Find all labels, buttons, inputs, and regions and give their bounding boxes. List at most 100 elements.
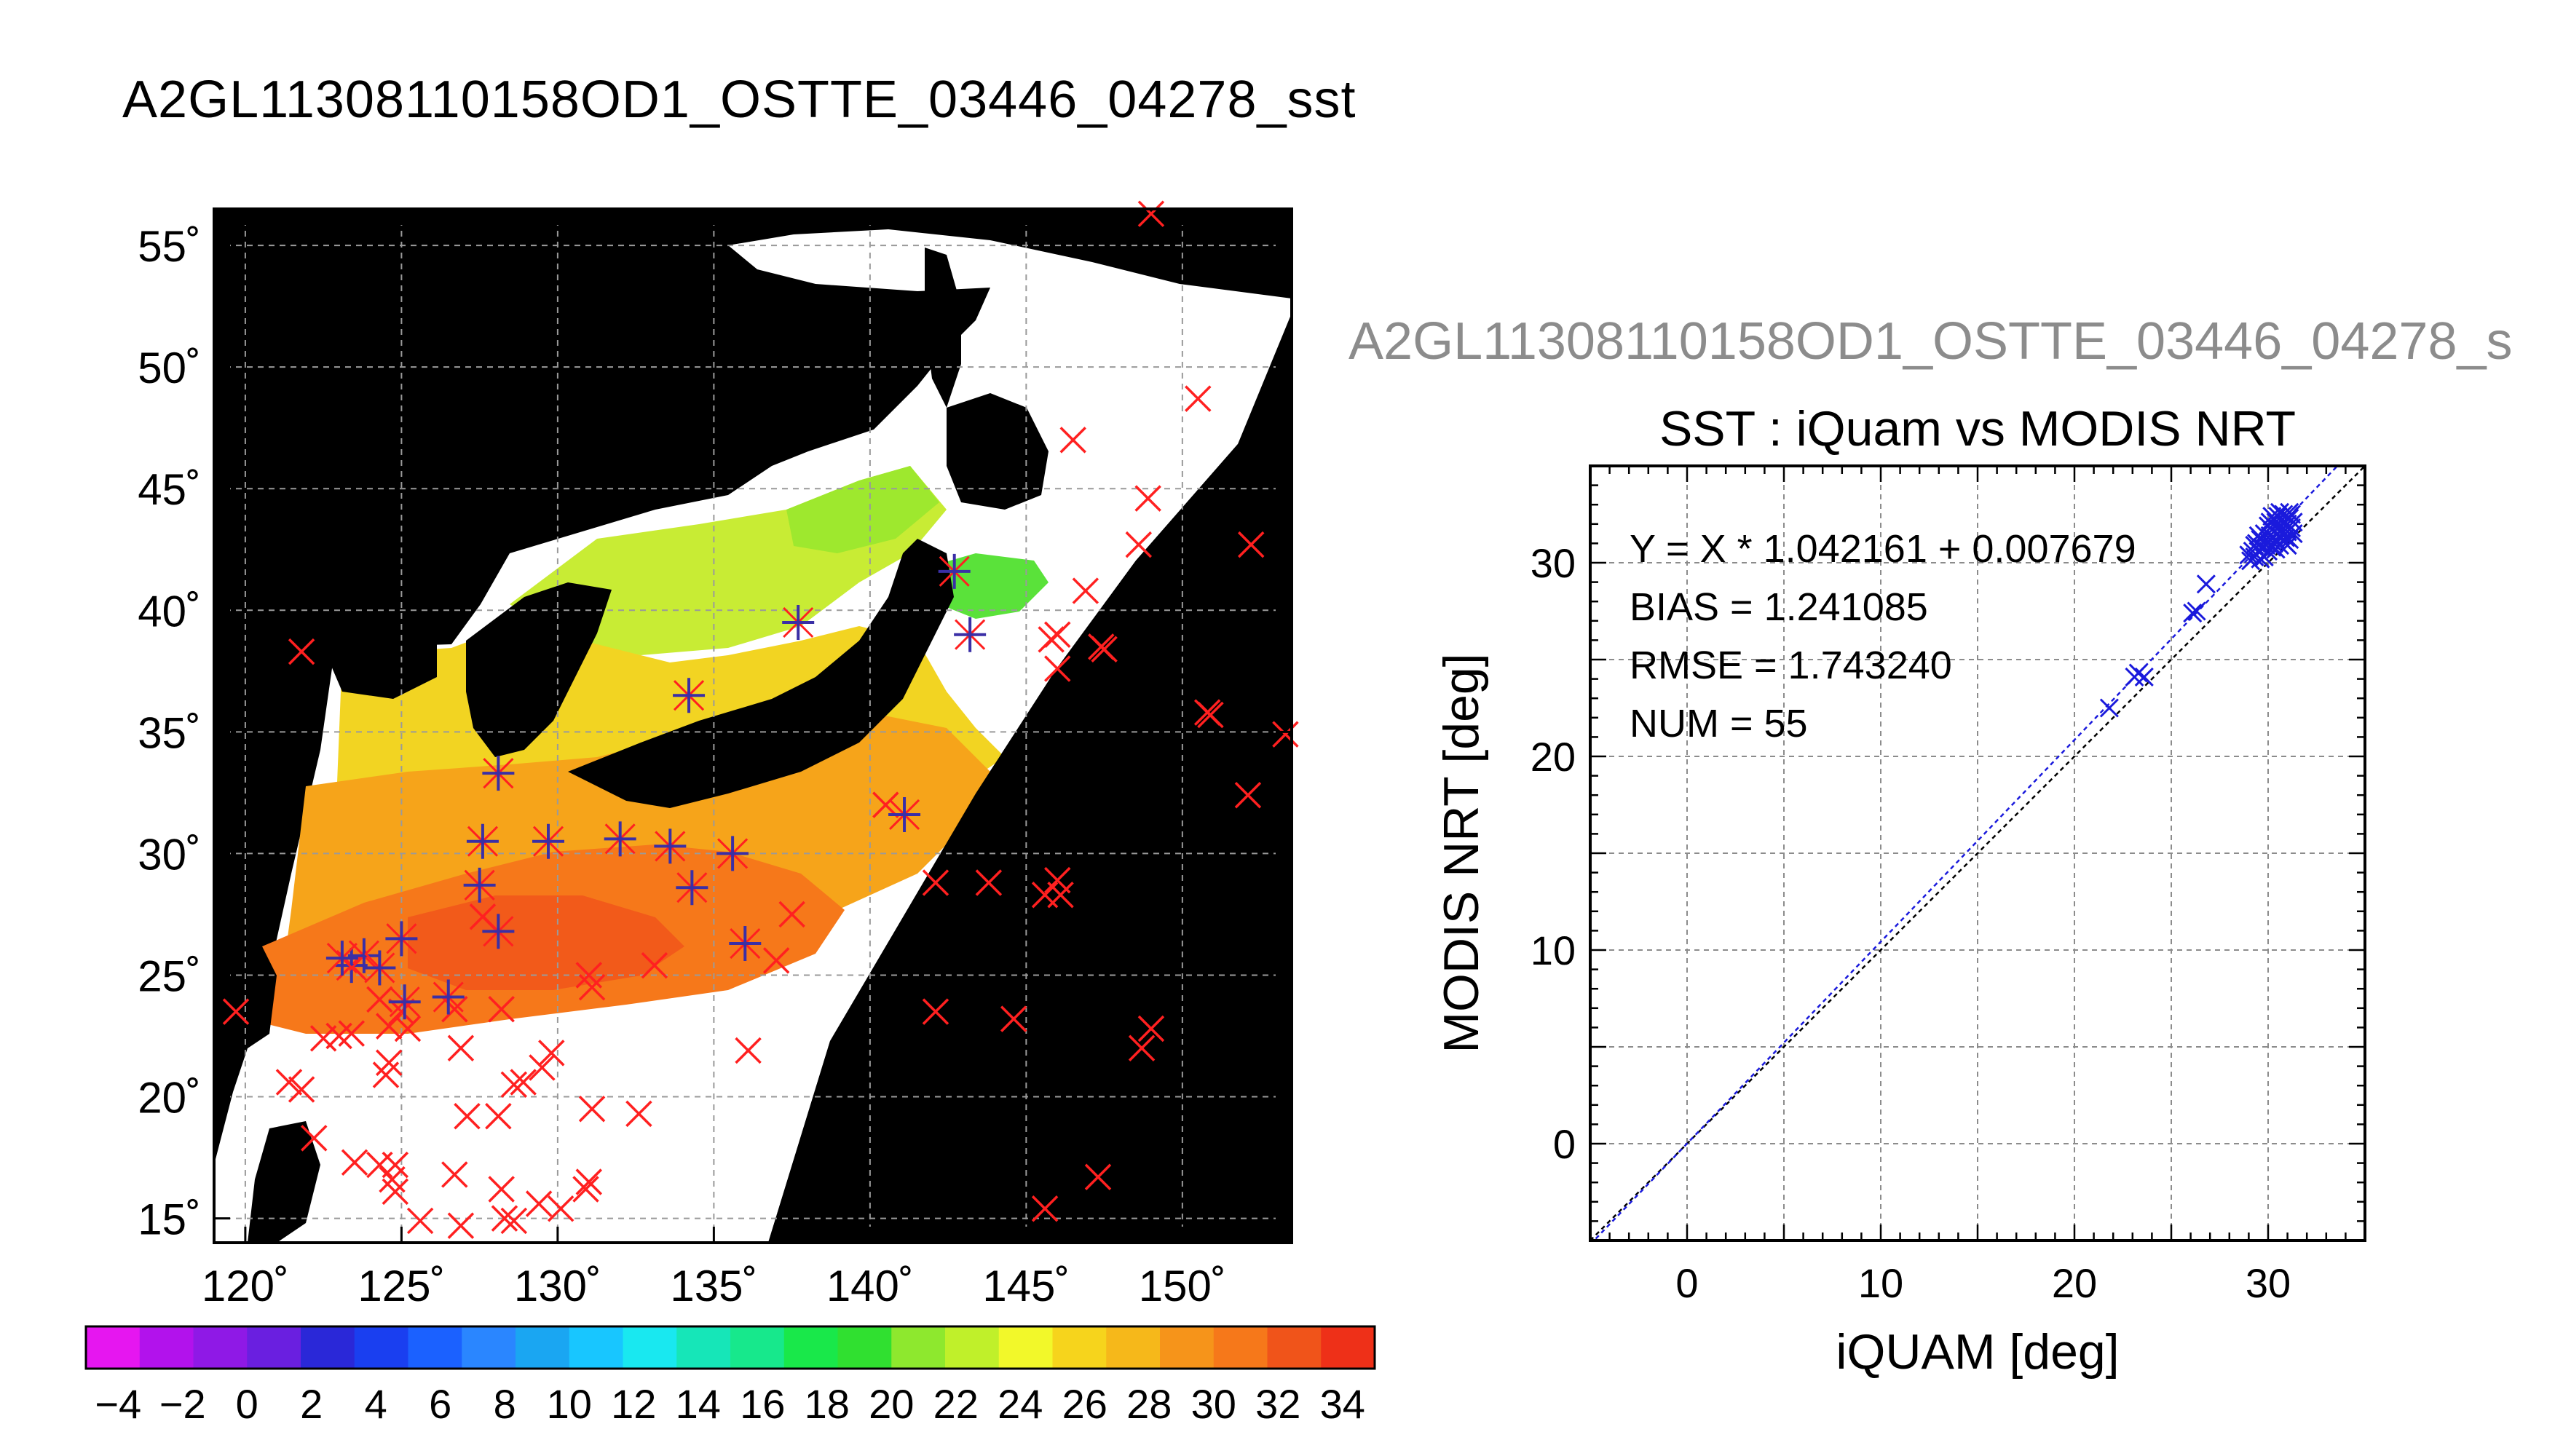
map-x-marker [525,1190,553,1217]
scatter-point [2280,530,2299,550]
map-x-marker [572,1176,599,1203]
scatter-point [2134,667,2154,687]
map-x-marker [454,1103,481,1130]
scatter-panel: SST : iQuam vs MODIS NRT 0 10 20 30 0 10 20 30… [1434,401,2366,1380]
annotation-rmse: RMSE = 1.743240 [1630,644,1952,687]
colorbar-tick-label: 28 [1126,1381,1172,1427]
map-x-marker [500,1207,528,1235]
colorbar-tick-label: 32 [1255,1381,1300,1427]
map-star-marker [676,870,708,906]
colorbar: −4 −2 0 2 4 6 8 10 12 14 16 18 20 22 24 26 28 30 32 34 [84,1325,1376,1427]
colorbar-swatch [891,1326,946,1369]
map-x-marker [762,947,790,974]
map-x-marker [382,1178,409,1206]
colorbar-swatch [139,1326,194,1369]
map-x-marker [1047,881,1074,909]
map-x-marker [388,998,415,1025]
map-x-marker [1137,1015,1165,1042]
colorbar-tick-label: 12 [611,1381,656,1427]
map-ytick-label: 50˚ [138,344,201,392]
outside-swath [768,313,1292,1243]
map-x-marker [500,1071,528,1099]
colorbar-swatch [1213,1326,1268,1369]
colorbar-swatch [86,1326,141,1369]
colorbar-tick-label: −2 [159,1381,206,1427]
map-x-marker [641,951,668,979]
land-sakhalin [925,248,961,408]
map-x-marker [510,1069,537,1096]
scatter-point [2128,663,2148,683]
scatter-point [2278,535,2297,555]
colorbar-tick-label: 30 [1191,1381,1236,1427]
map-star-marker [532,823,565,859]
map-x-marker [341,1149,368,1176]
land-korea [466,582,612,757]
land-taiwan [233,946,277,1048]
annotation-bias: BIAS = 1.241085 [1630,585,1928,629]
map-ytick-label: 20˚ [138,1074,201,1123]
map-ytick-label: 15˚ [138,1195,201,1244]
sst-map-panel: 15˚ 20˚ 25˚ 30˚ 35˚ 40˚ 45˚ 50˚ 55˚ 120˚ 125˚ 130˚… [138,200,1299,1310]
map-x-marker [1234,781,1262,809]
map-x-marker [1044,655,1071,682]
land-hokkaido [947,393,1049,510]
map-x-marker [338,1020,365,1047]
map-ytick-label: 35˚ [138,708,201,757]
map-x-marker [485,1103,512,1130]
map-x-marker [1185,385,1212,412]
scatter-point [2281,518,2301,538]
colorbar-swatch [408,1326,462,1369]
identity-line [1590,466,2365,1241]
map-x-marker [975,869,1003,896]
map-star-marker [954,617,987,652]
scatter-point [2183,604,2203,623]
map-x-marker [1137,200,1165,227]
scatter-point [2274,505,2294,524]
map-star-marker [716,836,749,871]
map-star-marker [782,605,815,640]
map-x-marker [301,1125,328,1152]
map-x-marker [1134,485,1161,512]
map-star-markers [325,553,987,1020]
map-ytick-label: 55˚ [138,222,201,271]
scatter-point [2099,698,2119,718]
map-x-marker [1000,1005,1027,1032]
map-xtick-label: 150˚ [1139,1262,1226,1310]
map-x-marker [441,996,468,1023]
colorbar-swatch [1052,1326,1107,1369]
map-star-marker [466,823,499,859]
map-ytick-label: 40˚ [138,587,201,636]
map-x-marker [222,998,250,1025]
map-x-marker [529,1054,556,1081]
map-x-marker [735,1037,762,1064]
map-x-marker [1272,721,1299,748]
map-x-marker [447,1034,475,1061]
scatter-xtick-label: 30 [2246,1260,2291,1306]
map-star-marker [385,921,418,957]
map-ytick-label: 45˚ [138,465,201,514]
map-x-marker [441,1161,468,1188]
map-x-marker [406,1207,434,1235]
map-star-marker [654,828,687,864]
colorbar-swatch [783,1326,839,1369]
map-star-marker [482,914,515,949]
map-x-marker [778,901,805,928]
map-x-marker [288,638,315,665]
map-x-marker [1091,636,1118,662]
colorbar-tick-label: 18 [805,1381,850,1427]
map-star-marker [482,756,515,791]
map-x-marker [872,791,899,818]
map-x-marker [394,1015,422,1042]
map-star-marker [325,941,358,976]
colorbar-tick-label: 24 [998,1381,1043,1427]
map-x-marker [1059,427,1086,454]
map-x-marker [488,1176,515,1203]
scatter-point [2262,520,2282,539]
colorbar-swatch [1106,1326,1161,1369]
scatter-y-axis-label: MODIS NRT [deg] [1434,653,1489,1053]
map-xtick-label: 125˚ [358,1262,445,1310]
colorbar-tick-label: 10 [547,1381,592,1427]
colorbar-swatch [354,1326,409,1369]
map-gridlines [214,209,1292,1243]
